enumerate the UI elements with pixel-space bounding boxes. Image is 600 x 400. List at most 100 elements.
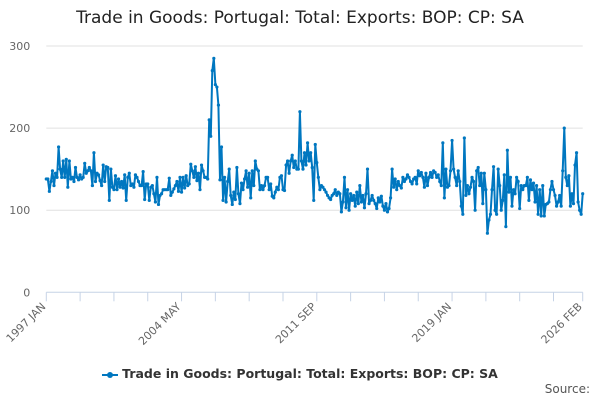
data-point [548,188,553,192]
data-point [313,142,317,147]
x-tick-label: 2004 MAY [136,300,184,348]
data-point [459,204,463,208]
data-point [373,202,377,206]
data-point [325,193,330,198]
data-point [407,175,411,179]
data-point [92,151,96,155]
data-point [61,159,65,163]
data-point [184,174,188,178]
data-point [126,175,130,179]
data-point [561,169,565,173]
data-point [352,193,356,198]
data-point [402,179,407,184]
data-point [573,163,577,167]
data-point [305,141,310,145]
data-point [499,208,503,212]
data-point [276,188,280,192]
data-point [353,204,357,208]
data-point [147,198,151,202]
data-point [170,190,174,194]
data-point [106,165,110,170]
legend-label: Trade in Goods: Portugal: Total: Exports… [122,366,498,381]
data-point [547,200,551,204]
data-point [116,177,121,181]
data-point [258,188,262,192]
data-point [269,182,273,186]
data-point [52,183,56,188]
data-point [84,171,88,175]
data-point [396,179,400,184]
data-point [110,185,114,189]
data-point [464,193,468,198]
data-point [533,200,537,204]
data-point [66,185,70,189]
data-point [442,196,446,200]
data-point [150,183,154,188]
data-point [571,202,576,206]
data-point [554,204,559,208]
legend[interactable]: Trade in Goods: Portugal: Total: Exports… [0,366,600,381]
data-point [216,103,221,107]
y-tick-label: 100 [9,204,30,217]
data-point [93,179,98,184]
data-point [218,178,222,182]
data-point [60,175,64,179]
data-point [209,134,213,138]
data-point [461,212,465,216]
data-point [455,183,459,188]
data-point [558,193,562,198]
data-point [124,198,128,202]
data-point [139,183,144,188]
data-point [476,165,480,170]
data-point [553,193,557,198]
data-point [175,179,179,184]
data-point [262,183,267,188]
data-point [428,170,433,175]
data-point [176,189,181,193]
data-point [296,167,300,171]
data-point [453,175,457,179]
data-point [562,126,566,130]
data-point [235,165,239,170]
data-point [505,148,509,152]
data-point [462,136,466,140]
data-point [199,163,204,167]
data-point [304,163,308,167]
data-point [468,185,473,189]
data-point [347,208,351,212]
y-tick-label: 0 [23,286,30,299]
data-point [232,190,236,194]
data-point [135,175,139,179]
data-point [405,173,410,177]
data-point [275,185,279,189]
data-point [121,186,125,190]
data-point [210,69,214,73]
data-point [358,183,362,188]
data-point [576,200,580,204]
data-point [502,173,506,177]
data-point [292,165,296,170]
data-point [173,183,178,188]
data-point [219,145,224,149]
data-point [578,208,582,212]
data-point [169,193,173,198]
data-point [221,198,225,202]
data-point [143,197,147,202]
data-point [242,177,247,181]
data-point [284,163,288,167]
data-point [519,183,523,188]
data-point [481,202,485,206]
data-point [286,159,290,163]
data-point [361,193,365,198]
data-point [190,169,194,173]
data-point [579,212,583,216]
data-point [256,169,261,173]
data-point [301,167,305,171]
data-point [81,175,85,179]
data-point [53,171,58,175]
data-point [451,167,456,171]
data-point [290,153,294,157]
data-point [132,185,136,189]
data-point [159,192,164,196]
